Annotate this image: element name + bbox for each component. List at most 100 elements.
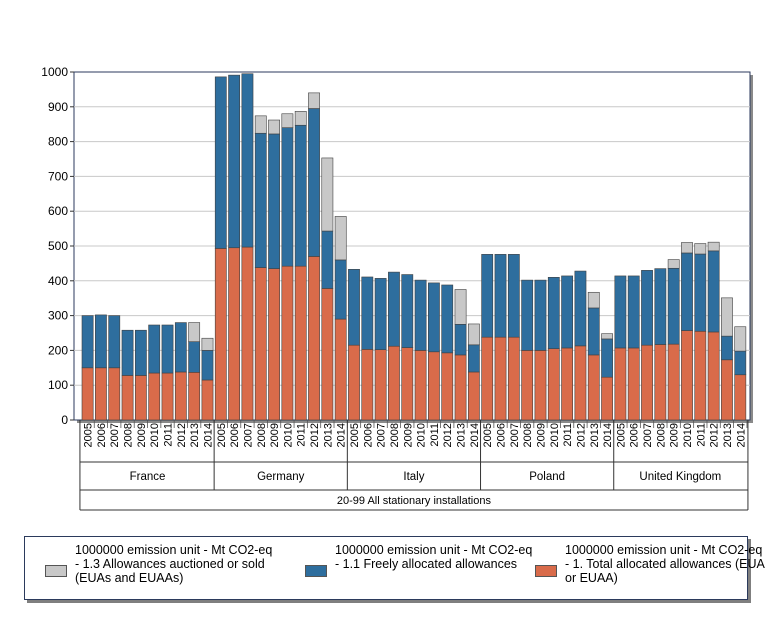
x-tick-label: 2007 [109,423,121,447]
y-tick-label: 800 [48,135,68,149]
bar-segment [467,323,480,346]
bar-segment [734,326,747,352]
x-tick-label: 2012 [442,423,454,447]
bar-segment [627,347,640,421]
x-tick-label: 2011 [429,423,441,447]
bar-segment [268,119,280,135]
bar-segment [428,282,440,353]
x-tick-label: 2005 [482,423,494,447]
bar-segment [454,354,467,421]
bar-segment [294,111,307,126]
x-tick-label: 2010 [682,423,694,447]
bar-segment [108,367,121,421]
x-tick-label: 2007 [376,423,388,447]
legend-label-auctioned: 1000000 emission unit - Mt CO2-eq - 1.3 … [75,543,273,585]
y-tick-label: 100 [48,378,68,392]
bar-segment [188,372,201,421]
bar-segment [667,267,680,345]
x-tick-label: 2010 [416,423,428,447]
x-tick-label: 2010 [149,423,161,447]
y-tick-label: 600 [48,204,68,218]
bar-segment [481,254,494,338]
bar-segment [174,322,187,373]
bar-segment [467,344,480,373]
x-tick-label: 2012 [575,423,587,447]
bar-segment [161,372,174,421]
legend-label-freely-allocated: 1000000 emission unit - Mt CO2-eq - 1.1 … [335,543,533,571]
bar-segment [348,344,360,421]
x-tick-label: 2006 [229,423,241,447]
bar-segment [694,253,707,332]
bar-segment [561,275,574,349]
x-tick-label: 2006 [96,423,108,447]
bar-segment [188,322,201,342]
bar-segment [374,349,387,421]
bar-segment [361,349,374,421]
legend-swatch-total-allocated [535,565,557,577]
x-tick-label: 2010 [282,423,294,447]
x-tick-label: 2011 [296,423,308,447]
bar-segment [601,376,613,421]
x-tick-label: 2007 [242,423,254,447]
x-tick-label: 2008 [123,423,135,447]
bar-segment [308,92,320,109]
x-tick-label: 2007 [642,423,654,447]
bar-segment [574,345,587,421]
x-tick-label: 2011 [562,423,574,447]
bar-segment [587,307,600,356]
bar-segment [228,74,241,249]
x-tick-label: 2014 [336,423,348,447]
bar-segment [707,331,720,421]
bar-segment [467,371,480,421]
bar-segment [667,259,680,269]
bar-segment [614,275,627,349]
bar-segment [734,374,747,421]
x-tick-label: 2007 [509,423,521,447]
x-tick-label: 2012 [309,423,321,447]
bar-segment [707,241,720,252]
bar-segment [334,318,347,421]
bar-segment [454,323,467,356]
x-tick-label: 2008 [389,423,401,447]
bar-segment [201,337,214,351]
bar-segment [268,268,280,421]
bar-segment [521,350,534,421]
bar-segment [241,246,254,421]
x-tick-label: 2011 [695,423,707,447]
bar-segment [627,275,640,349]
bar-segment [414,350,427,421]
x-tick-label: 2005 [83,423,95,447]
x-tick-label: 2008 [522,423,534,447]
bar-segment [734,350,747,376]
bar-segment [681,330,693,421]
legend: 1000000 emission unit - Mt CO2-eq - 1.3 … [24,536,764,600]
bar-segment [334,259,347,320]
x-tick-label: 2013 [456,423,468,447]
bar-segment [521,279,534,351]
bar-segment [494,336,507,421]
bar-segment [507,336,520,421]
bar-segment [334,216,347,261]
bar-segment [388,271,400,347]
x-tick-label: 2012 [176,423,188,447]
bar-segment [134,329,147,376]
bar-segment [707,250,720,333]
bar-segment [81,315,94,369]
bar-segment [414,279,427,351]
bar-segment [254,132,267,268]
group-label: United Kingdom [639,471,721,483]
bar-segment [134,375,147,421]
x-tick-label: 2013 [322,423,334,447]
bar-segment [201,350,214,381]
bar-segment [228,247,241,421]
bar-segment [654,268,667,345]
bar-segment [721,359,733,421]
legend-label-total-allocated: 1000000 emission unit - Mt CO2-eq - 1. T… [565,543,765,585]
bar-segment [268,133,280,269]
legend-swatch-auctioned [45,565,67,577]
bar-segment [214,248,227,421]
bar-segment [694,243,707,255]
x-tick-label: 2005 [349,423,361,447]
bar-segment [81,367,94,421]
